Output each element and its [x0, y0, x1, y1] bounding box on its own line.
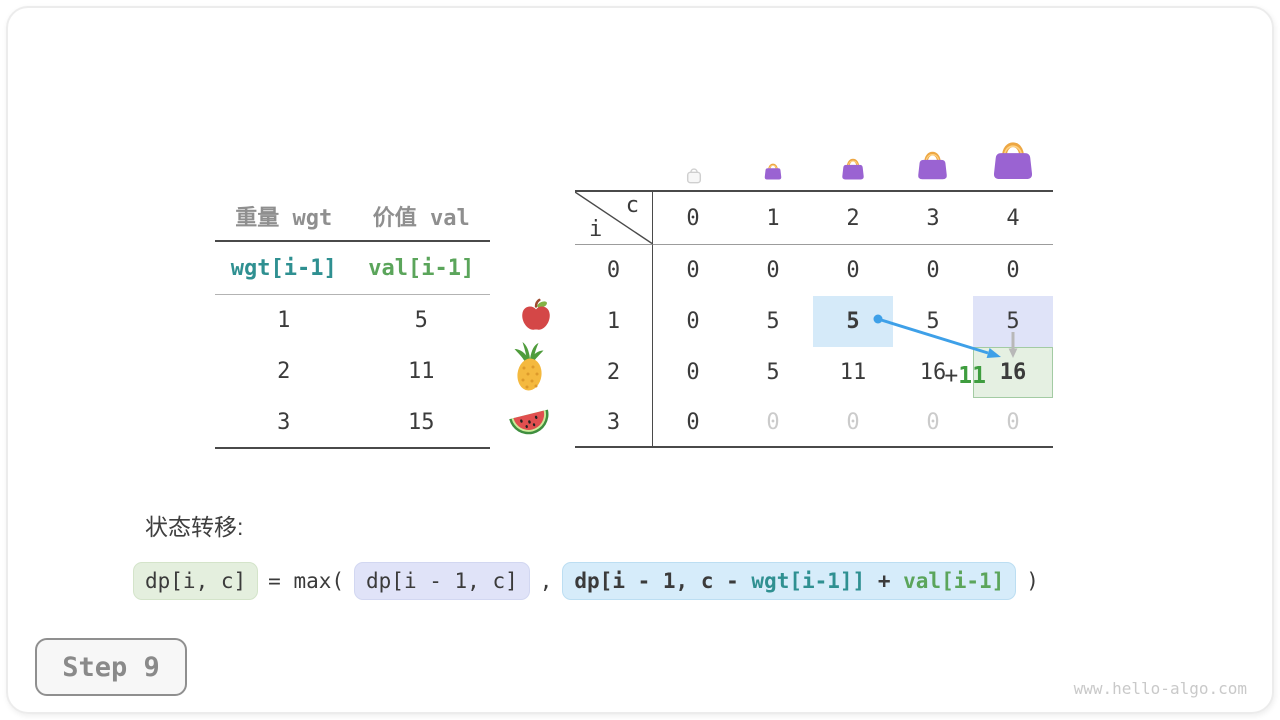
watermelon-icon [506, 401, 552, 443]
close-paren: ) [1026, 569, 1039, 593]
item-row-1: 1 5 [215, 295, 490, 346]
take-option-term: dp[i - 1, c - wgt[i-1]] + val[i-1] [562, 562, 1017, 600]
item-2-value: 11 [408, 359, 435, 384]
bag-icon-1 [763, 159, 783, 184]
dp-cell-3-4: 0 [1006, 409, 1020, 435]
ghost-bag-icon [685, 164, 703, 189]
row-header-1: 1 [575, 296, 653, 347]
items-table-header-row: 重量 wgt 价值 val [215, 192, 490, 242]
state-transition-label: 状态转移: [145, 514, 244, 540]
corner-cell: c i [575, 192, 653, 245]
item-2-weight: 2 [277, 359, 291, 384]
item-row-2: 2 11 [215, 346, 490, 397]
val-code-cell: val[i-1] [368, 255, 475, 281]
wgt-code-cell: wgt[i-1] [230, 255, 337, 281]
dp-cell-0-1: 0 [766, 258, 780, 283]
dp-cell-0-4: 0 [1006, 258, 1020, 283]
take-val-term: val[i-1] [903, 569, 1005, 593]
dp-cell-3-3: 0 [926, 409, 940, 435]
bag-icon-4 [990, 132, 1036, 184]
bag-icon-3 [915, 144, 950, 184]
diagonal-divider [575, 192, 653, 244]
dp-cell-3-1: 0 [766, 409, 780, 435]
dp-cell-2-2: 11 [839, 360, 867, 385]
dp-cell-0-2: 0 [846, 258, 860, 283]
item-row-3: 3 15 [215, 397, 490, 449]
row-header-2: 2 [575, 347, 653, 398]
dp-cell-1-1: 5 [766, 309, 780, 334]
step-badge: Step 9 [35, 638, 187, 696]
take-prefix: dp[i - 1, c - [574, 569, 752, 593]
items-table-code-row: wgt[i-1] val[i-1] [215, 242, 490, 295]
apple-icon [519, 298, 553, 338]
dp-table: c i 0 1 2 3 4 0 0 0 0 0 0 1 0 5 5 5 5 2 … [575, 190, 1053, 448]
col-header-2: 2 [813, 192, 893, 245]
dp-cell-2-3: 16 [919, 360, 947, 385]
comma-separator: , [539, 569, 553, 593]
value-column-header: 价值 val [372, 206, 470, 231]
weight-column-header: 重量 wgt [235, 206, 333, 231]
dp-cell-0-3: 0 [926, 258, 940, 283]
max-operator: = max( [268, 569, 345, 593]
bag-icon-2 [840, 153, 866, 184]
items-table: 重量 wgt 价值 val wgt[i-1] val[i-1] 1 5 2 11… [215, 192, 490, 449]
item-1-weight: 1 [277, 308, 291, 333]
row-header-0: 0 [575, 245, 653, 296]
added-value: 11 [958, 363, 986, 389]
col-header-0: 0 [653, 192, 733, 245]
item-3-value: 15 [408, 409, 435, 435]
col-header-3: 3 [893, 192, 973, 245]
dp-current-term: dp[i, c] [133, 562, 259, 600]
item-1-value: 5 [414, 308, 428, 333]
pineapple-icon [512, 342, 548, 396]
col-header-4: 4 [973, 192, 1053, 245]
take-wgt-term: wgt[i-1]] [751, 569, 866, 593]
dp-cell-3-0: 0 [686, 409, 700, 435]
dp-cell-1-2-source-highlight: 5 [813, 296, 893, 347]
watermark: www.hello-algo.com [1073, 679, 1247, 698]
dp-cell-3-2: 0 [846, 409, 860, 435]
row-header-3: 3 [575, 398, 653, 446]
state-transition-formula: dp[i, c] = max( dp[i - 1, c] , dp[i - 1,… [133, 561, 1039, 601]
item-3-weight: 3 [277, 409, 291, 435]
col-header-1: 1 [733, 192, 813, 245]
keep-option-term: dp[i - 1, c] [354, 562, 530, 600]
step-badge-label: Step 9 [62, 651, 160, 683]
row-var-label: i [589, 217, 603, 242]
transfer-value-annotation: +11 [889, 337, 986, 415]
dp-cell-2-0: 0 [686, 360, 700, 385]
dp-cell-1-0: 0 [686, 309, 700, 334]
take-plus: + [865, 569, 904, 593]
dp-cell-0-0: 0 [686, 258, 700, 283]
plus-sign: + [944, 363, 959, 389]
col-var-label: c [625, 193, 639, 218]
dp-cell-2-1: 5 [766, 360, 780, 385]
